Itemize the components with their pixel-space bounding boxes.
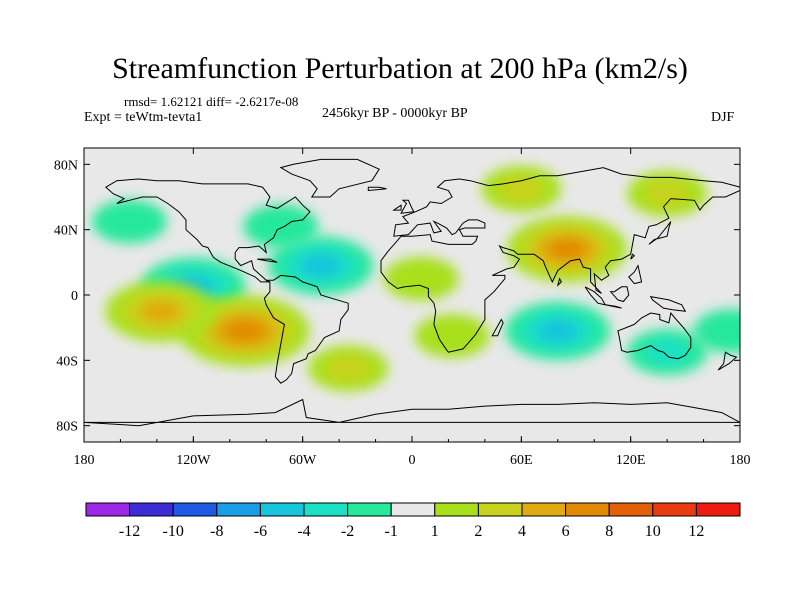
- anomaly-contour: [693, 309, 740, 353]
- anomaly-fill-layer: [92, 165, 740, 392]
- coastline: [105, 178, 311, 283]
- colorbar-label: -6: [254, 523, 267, 540]
- anomaly-contour: [325, 355, 371, 382]
- coastline: [380, 167, 740, 353]
- y-tick-label: 80N: [54, 158, 78, 173]
- colorbar-swatch: [565, 502, 610, 517]
- colorbar-swatch: [303, 502, 349, 517]
- colorbar-label: 12: [688, 523, 704, 540]
- coastline: [279, 158, 380, 198]
- coastline: [263, 274, 349, 384]
- x-tick-label: 180: [730, 453, 751, 468]
- period-label: 2456kyr BP - 0000kyr BP: [322, 106, 468, 121]
- x-tick-label: 120W: [176, 453, 211, 468]
- anomaly-region: [693, 309, 740, 353]
- anomaly-region: [627, 329, 708, 376]
- colorbar-swatch: [129, 502, 174, 517]
- anomaly-contour: [383, 256, 459, 301]
- chart-title: Streamfunction Perturbation at 200 hPa (…: [112, 52, 688, 85]
- y-tick-label: 0: [71, 289, 78, 304]
- y-tick-label: 40S: [56, 354, 78, 369]
- anomaly-region: [308, 345, 389, 392]
- colorbar-label: 4: [518, 523, 526, 540]
- anomaly-region: [505, 301, 611, 361]
- anomaly-contour: [414, 314, 490, 358]
- anomaly-region: [506, 216, 627, 283]
- coastline: [491, 318, 504, 337]
- anomaly-contour: [92, 199, 168, 244]
- anomaly-contour: [498, 175, 544, 202]
- colorbar-label: -8: [210, 523, 223, 540]
- axis-layer: 180 120W 60W 0 60E 120E 180 80N 40N 0 40S 80S: [54, 148, 751, 468]
- colorbar-swatch: [172, 502, 218, 517]
- x-tick-label: 60E: [510, 453, 533, 468]
- anomaly-contour: [537, 319, 579, 343]
- anomaly-contour: [224, 320, 265, 342]
- anomaly-contour: [243, 204, 319, 249]
- anomaly-region: [414, 314, 490, 358]
- colorbar-label: 2: [474, 523, 482, 540]
- coastline: [367, 186, 387, 192]
- coastline: [609, 286, 630, 303]
- coastline-layer: [84, 158, 740, 427]
- anomaly-region: [627, 170, 708, 217]
- coastline: [84, 398, 740, 427]
- coastline: [556, 277, 563, 287]
- coastline: [717, 351, 738, 371]
- colorbar-swatch: [347, 502, 392, 517]
- x-tick-label: 60W: [289, 453, 317, 468]
- anomaly-region: [92, 199, 168, 244]
- colorbar-swatch: [85, 502, 131, 517]
- colorbar-swatch: [216, 502, 261, 517]
- coastline: [649, 295, 687, 312]
- anomaly-contour: [644, 180, 690, 207]
- coastline: [400, 199, 415, 214]
- colorbar-swatch: [390, 502, 436, 517]
- experiment-label: Expt = teWtm-tevta1: [84, 110, 203, 125]
- coastline: [605, 304, 622, 309]
- colorbar-swatch: [521, 502, 567, 517]
- coastline: [630, 253, 636, 260]
- colorbar-label: -10: [163, 523, 184, 540]
- colorbar-swatch: [477, 502, 523, 517]
- colorbar-swatch: [608, 502, 654, 517]
- colorbar-swatch: [259, 502, 305, 517]
- colorbar: -12 -10 -8 -6 -4 -2 -1 1 2 4 6 8 10 12: [85, 502, 741, 540]
- x-tick-label: 0: [409, 453, 416, 468]
- coastline: [392, 204, 402, 211]
- x-tick-label: 180: [74, 453, 95, 468]
- anomaly-region: [481, 165, 562, 212]
- colorbar-swatch: [434, 502, 479, 517]
- colorbar-label: -4: [297, 523, 310, 540]
- stats-text: rmsd= 1.62121 diff= -2.6217e-08: [124, 94, 299, 109]
- anomaly-region: [383, 256, 459, 301]
- coastline: [648, 221, 672, 245]
- anomaly-region: [268, 236, 374, 295]
- colorbar-label: 1: [431, 523, 439, 540]
- anomaly-region: [243, 204, 319, 249]
- colorbar-swatch: [652, 502, 697, 517]
- anomaly-region: [105, 280, 216, 342]
- colorbar-label: 8: [605, 523, 613, 540]
- season-label: DJF: [711, 110, 735, 125]
- y-tick-label: 40N: [54, 224, 78, 239]
- colorbar-label: -1: [385, 523, 398, 540]
- colorbar-label: 6: [562, 523, 570, 540]
- anomaly-contour: [644, 339, 690, 366]
- coastline: [617, 311, 692, 360]
- coastline: [257, 258, 278, 263]
- colorbar-label: -12: [119, 523, 140, 540]
- anomaly-contour: [138, 299, 183, 324]
- anomaly-contour: [548, 239, 586, 260]
- coastline: [628, 264, 643, 285]
- colorbar-label: 10: [645, 523, 661, 540]
- y-tick-label: 80S: [56, 420, 78, 435]
- x-tick-label: 120E: [616, 453, 646, 468]
- anomaly-contour: [300, 254, 342, 278]
- colorbar-swatch: [695, 502, 741, 517]
- colorbar-label: -2: [341, 523, 354, 540]
